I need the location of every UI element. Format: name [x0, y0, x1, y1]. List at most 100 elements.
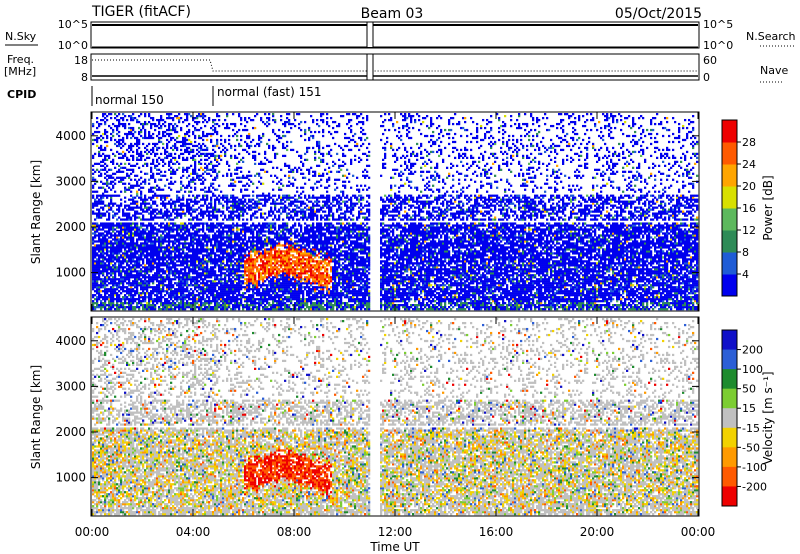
- power-cell: [216, 244, 218, 246]
- power-cell: [210, 183, 212, 185]
- power-cell: [214, 286, 216, 288]
- power-cell: [220, 284, 222, 286]
- power-cell: [134, 286, 136, 288]
- power-cell: [142, 254, 144, 256]
- power-cell: [206, 159, 208, 161]
- power-cell: [96, 137, 98, 139]
- power-cell: [130, 127, 132, 129]
- power-cell: [158, 240, 160, 242]
- power-cell: [96, 290, 98, 292]
- power-cell: [138, 254, 140, 256]
- power-cell: [126, 264, 128, 266]
- power-cell: [108, 276, 110, 278]
- power-cell: [206, 173, 208, 175]
- power-cell: [198, 201, 200, 203]
- power-cell: [188, 129, 190, 131]
- power-cell: [114, 224, 116, 226]
- power-cell: [144, 163, 146, 165]
- power-cell: [116, 270, 118, 272]
- power-cell: [156, 264, 158, 266]
- power-cell: [182, 211, 184, 213]
- power-cell: [160, 137, 162, 139]
- power-cell: [138, 306, 140, 308]
- power-cell: [138, 141, 140, 143]
- power-cell: [204, 187, 206, 189]
- power-cell: [106, 226, 108, 228]
- power-cell: [202, 272, 204, 274]
- power-cell: [160, 199, 162, 201]
- power-cell: [172, 264, 174, 266]
- power-cell: [168, 240, 170, 242]
- power-cell: [190, 191, 192, 193]
- power-cell: [130, 236, 132, 238]
- power-cell: [196, 201, 198, 203]
- power-cell: [136, 244, 138, 246]
- power-cell: [168, 282, 170, 284]
- power-cell: [186, 272, 188, 274]
- power-cell: [124, 308, 126, 310]
- power-cell: [104, 177, 106, 179]
- power-cell: [214, 179, 216, 181]
- power-cell: [100, 165, 102, 167]
- power-cell: [214, 238, 216, 240]
- power-cell: [166, 129, 168, 131]
- power-cell: [168, 262, 170, 264]
- power-cell: [172, 171, 174, 173]
- power-cell: [108, 125, 110, 127]
- power-cell: [150, 292, 152, 294]
- power-cell: [152, 268, 154, 270]
- power-cell: [114, 288, 116, 290]
- power-cell: [166, 195, 168, 197]
- power-cell: [186, 226, 188, 228]
- power-cell: [174, 131, 176, 133]
- power-cell: [146, 165, 148, 167]
- power-cell: [92, 286, 94, 288]
- power-cell: [132, 300, 134, 302]
- power-cell: [106, 222, 108, 224]
- power-cell: [140, 153, 142, 155]
- power-cell: [176, 238, 178, 240]
- power-cell: [180, 256, 182, 258]
- power-cell: [138, 238, 140, 240]
- power-cell: [174, 129, 176, 131]
- power-cell: [218, 248, 220, 250]
- power-cell: [196, 121, 198, 123]
- power-cell: [170, 177, 172, 179]
- power-cell: [212, 224, 214, 226]
- power-cell: [98, 226, 100, 228]
- power-cell: [220, 276, 222, 278]
- power-cell: [188, 270, 190, 272]
- power-cell: [96, 201, 98, 203]
- power-cell: [150, 137, 152, 139]
- power-cell: [168, 268, 170, 270]
- power-cell: [202, 268, 204, 270]
- power-cell: [98, 212, 100, 214]
- power-cell: [134, 232, 136, 234]
- power-cell: [116, 302, 118, 304]
- power-cell: [140, 286, 142, 288]
- power-cell: [166, 286, 168, 288]
- power-cell: [186, 260, 188, 262]
- power-cell: [166, 155, 168, 157]
- power-cell: [162, 205, 164, 207]
- power-cell: [150, 300, 152, 302]
- power-cell: [92, 179, 94, 181]
- power-cell: [98, 286, 100, 288]
- power-cell: [190, 258, 192, 260]
- power-cell: [164, 236, 166, 238]
- power-cell: [182, 260, 184, 262]
- power-cell: [134, 175, 136, 177]
- power-cell: [110, 272, 112, 274]
- power-cell: [134, 308, 136, 310]
- power-cell: [196, 300, 198, 302]
- power-cell: [92, 256, 94, 258]
- power-cell: [152, 197, 154, 199]
- power-cell: [220, 203, 222, 205]
- power-cell: [118, 169, 120, 171]
- power-cell: [152, 117, 154, 119]
- power-cell: [182, 258, 184, 260]
- power-cell: [104, 189, 106, 191]
- power-cell: [196, 278, 198, 280]
- power-cell: [140, 288, 142, 290]
- power-cell: [118, 165, 120, 167]
